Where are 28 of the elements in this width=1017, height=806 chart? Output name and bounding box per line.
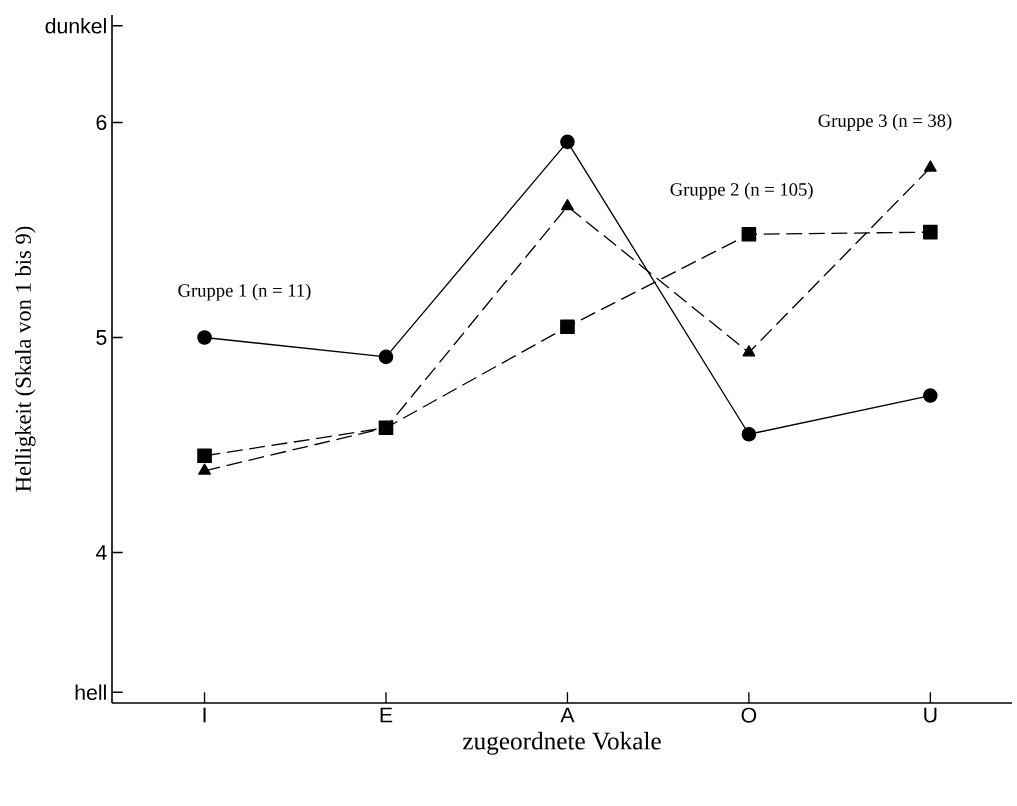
point xyxy=(741,426,757,442)
series-label: Gruppe 2 (n = 105) xyxy=(670,182,813,200)
point xyxy=(198,463,211,475)
series-label: Gruppe 3 (n = 38) xyxy=(818,113,952,131)
y-tick-label: 4 xyxy=(95,545,107,560)
x-tick-label: I xyxy=(203,707,206,723)
text: Gruppe 1 (n = 11) xyxy=(178,283,311,301)
y-tick-label: dunkel xyxy=(45,17,106,34)
point xyxy=(197,448,212,464)
x-tick-label: O xyxy=(741,707,757,723)
y-tick-label: hell xyxy=(75,684,106,701)
point xyxy=(561,199,574,211)
point xyxy=(560,319,575,335)
point xyxy=(923,388,938,403)
x-tick-label: E xyxy=(380,707,393,723)
point xyxy=(560,134,575,150)
x-tick-label: A xyxy=(560,707,575,723)
point xyxy=(197,330,212,345)
y-tick-label: 6 xyxy=(96,114,107,131)
point xyxy=(741,226,757,242)
x-tick-label: U xyxy=(924,707,937,723)
y-axis-title: Helligkeit (Skala von 1 bis 9) xyxy=(15,226,36,492)
point xyxy=(378,349,394,365)
point xyxy=(923,160,937,172)
point xyxy=(742,345,756,357)
point xyxy=(923,224,938,240)
x-axis-title: zugeordnete Vokale xyxy=(463,731,661,755)
y-tick-label: 5 xyxy=(96,330,107,345)
